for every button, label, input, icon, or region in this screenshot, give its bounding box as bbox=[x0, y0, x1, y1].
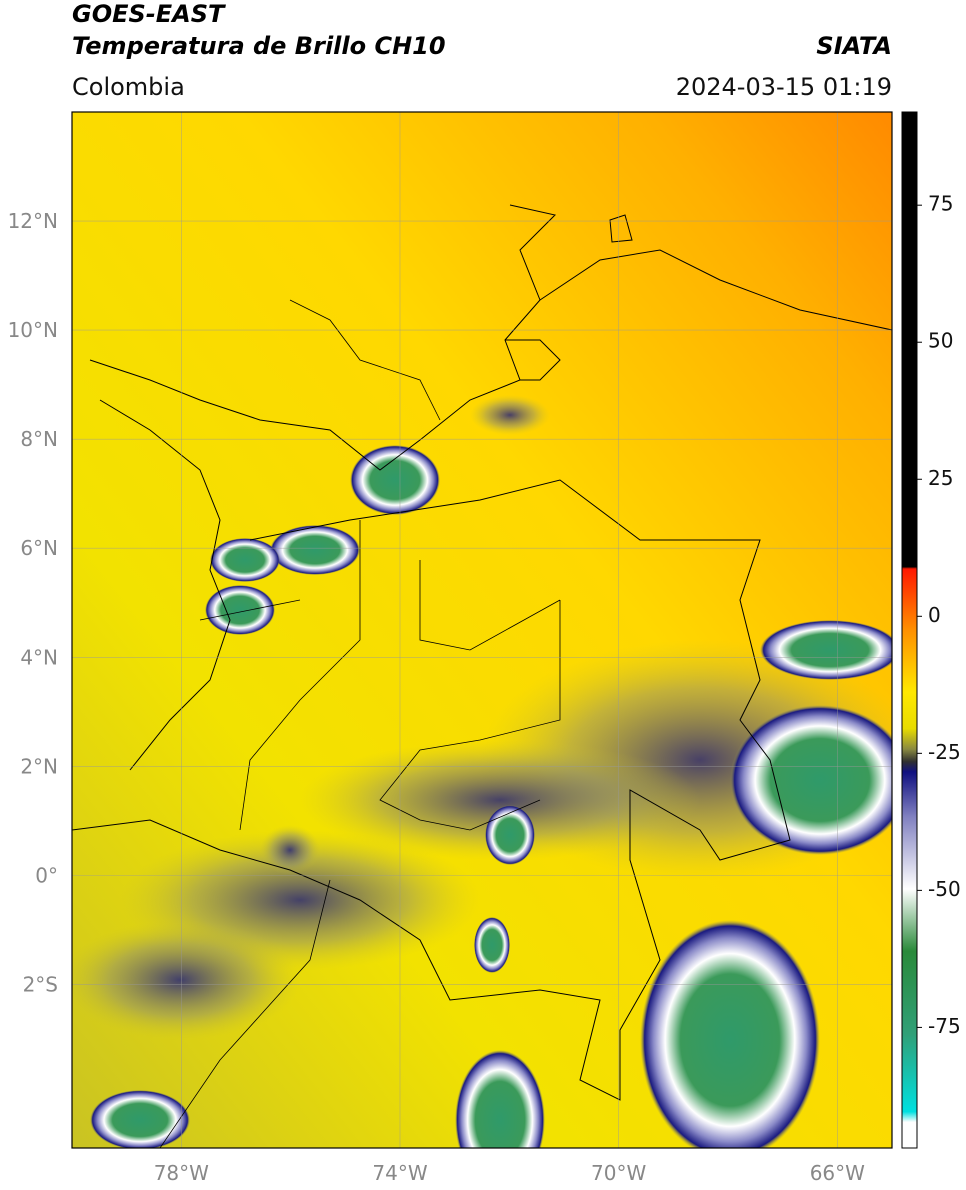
datetime: 2024-03-15 01:19 bbox=[676, 73, 892, 101]
y-tick-label: 12°N bbox=[8, 209, 58, 233]
y-tick-label: 6°N bbox=[20, 536, 58, 560]
colorbar-tick-label: 75 bbox=[928, 192, 953, 216]
colorbar-tick-label: -25 bbox=[928, 740, 961, 764]
y-tick-label: 2°S bbox=[23, 972, 58, 996]
title: GOES-EAST bbox=[72, 0, 226, 28]
colorbar bbox=[901, 111, 918, 1149]
colorbar-tick-label: 50 bbox=[928, 329, 953, 353]
y-tick-label: 0° bbox=[35, 863, 58, 887]
colorbar-tick-label: 25 bbox=[928, 466, 953, 490]
y-tick-label: 8°N bbox=[20, 427, 58, 451]
region: Colombia bbox=[72, 73, 185, 101]
colorbar-tick-label: -75 bbox=[928, 1014, 961, 1038]
colorbar-tick-label: 0 bbox=[928, 603, 941, 627]
y-tick-label: 4°N bbox=[20, 645, 58, 669]
source: SIATA bbox=[816, 32, 892, 60]
satellite-image bbox=[72, 112, 892, 1148]
colorbar-tick-label: -50 bbox=[928, 877, 961, 901]
y-tick-label: 10°N bbox=[8, 318, 58, 342]
x-tick-label: 66°W bbox=[810, 1161, 865, 1185]
x-tick-label: 70°W bbox=[591, 1161, 646, 1185]
map-frame bbox=[71, 111, 893, 1149]
x-tick-label: 74°W bbox=[372, 1161, 427, 1185]
y-tick-label: 2°N bbox=[20, 754, 58, 778]
subtitle: Temperatura de Brillo CH10 bbox=[72, 32, 446, 60]
x-tick-label: 78°W bbox=[154, 1161, 209, 1185]
